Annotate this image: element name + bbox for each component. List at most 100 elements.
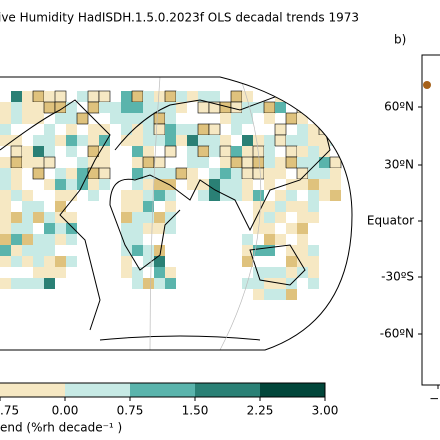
grid-cell [209, 91, 220, 102]
grid-cell [33, 157, 44, 168]
grid-cell [11, 91, 22, 102]
colorbar-tick-label: 0.75 [117, 404, 144, 418]
grid-cell [154, 179, 165, 190]
grid-cell [44, 223, 55, 234]
grid-cell [22, 278, 33, 289]
grid-cell [165, 190, 176, 201]
grid-cell [231, 146, 242, 157]
grid-cell [330, 168, 341, 179]
grid-cell [11, 179, 22, 190]
grid-cell [297, 135, 308, 146]
grid-cell [154, 256, 165, 267]
grid-cell [55, 135, 66, 146]
grid-cell [10, 145, 23, 158]
grid-cell [220, 113, 231, 124]
grid-cell [286, 201, 297, 212]
grid-cell [220, 157, 231, 168]
grid-cell [286, 190, 297, 201]
grid-cell [242, 91, 253, 102]
grid-cell [275, 190, 286, 201]
grid-cell [308, 179, 319, 190]
grid-cell [231, 124, 242, 135]
grid-cell [0, 113, 11, 124]
panel-label: b) [394, 33, 406, 47]
grid-cell [275, 157, 286, 168]
grid-cell [143, 91, 154, 102]
grid-cell [286, 245, 297, 256]
grid-cell [198, 190, 209, 201]
grid-cell [132, 135, 143, 146]
grid-cell [154, 168, 165, 179]
grid-cell [87, 90, 100, 103]
grid-cell [275, 234, 286, 245]
grid-cell [175, 167, 188, 180]
grid-cell [33, 102, 44, 113]
grid-cell [77, 135, 88, 146]
grid-cell [220, 135, 231, 146]
grid-cell [252, 167, 265, 180]
grid-cell [143, 146, 154, 157]
grid-cell [55, 234, 66, 245]
grid-cell [187, 179, 198, 190]
grid-cell [55, 113, 66, 124]
grid-cell [44, 124, 55, 135]
grid-cell [77, 91, 88, 102]
colorbar-tick-label: 3.00 [312, 404, 339, 418]
graticule [149, 77, 262, 350]
grid-cell [99, 135, 110, 146]
grid-cell [131, 90, 144, 103]
grid-cell [0, 201, 11, 212]
colorbar-segment [0, 383, 65, 397]
grid-cell [121, 190, 132, 201]
grid-cell [154, 245, 165, 256]
grid-cell [143, 135, 154, 146]
grid-cell [121, 91, 132, 102]
grid-cell [231, 190, 242, 201]
coastlines [0, 94, 331, 341]
grid-cell [88, 124, 99, 135]
grid-cell [33, 113, 44, 124]
grid-cell [231, 179, 242, 190]
grid-cell [187, 135, 198, 146]
grid-cell [286, 256, 297, 267]
grid-cell [0, 135, 11, 146]
grid-cell [253, 135, 264, 146]
grid-cell [253, 212, 264, 223]
grid-cell [143, 201, 154, 212]
grid-cell [264, 278, 275, 289]
grid-cell [142, 156, 155, 169]
grid-cell [132, 146, 143, 157]
grid-cell [0, 223, 11, 234]
grid-cell [264, 212, 275, 223]
grid-cell [198, 157, 209, 168]
x-tick-label: −2 [429, 392, 440, 406]
grid-cell [165, 135, 176, 146]
grid-cell [66, 168, 77, 179]
title: ive Humidity HadISDH.1.5.0.2023f OLS dec… [0, 11, 359, 25]
grid-cell [275, 212, 286, 223]
grid-cell [319, 190, 330, 201]
y-tick-label: -60ºN [380, 327, 414, 341]
grid-cell [297, 223, 308, 234]
grid-cell [11, 135, 22, 146]
grid-cell [165, 223, 176, 234]
grid-cell [143, 223, 154, 234]
grid-cell [286, 91, 297, 102]
grid-cell [275, 289, 286, 300]
grid-cell [319, 168, 330, 179]
grid-cell [121, 113, 132, 124]
grid-cell [87, 101, 100, 114]
grid-cell [264, 157, 275, 168]
grid-cell [209, 190, 220, 201]
grid-cell [165, 179, 176, 190]
grid-cell [44, 179, 55, 190]
grid-cell [308, 124, 319, 135]
grid-cell [143, 168, 154, 179]
grid-cell [132, 168, 143, 179]
grid-cell [154, 223, 165, 234]
grid-cell [88, 135, 99, 146]
grid-cell [0, 234, 11, 245]
grid-cell [132, 267, 143, 278]
grid-cell [154, 267, 165, 278]
